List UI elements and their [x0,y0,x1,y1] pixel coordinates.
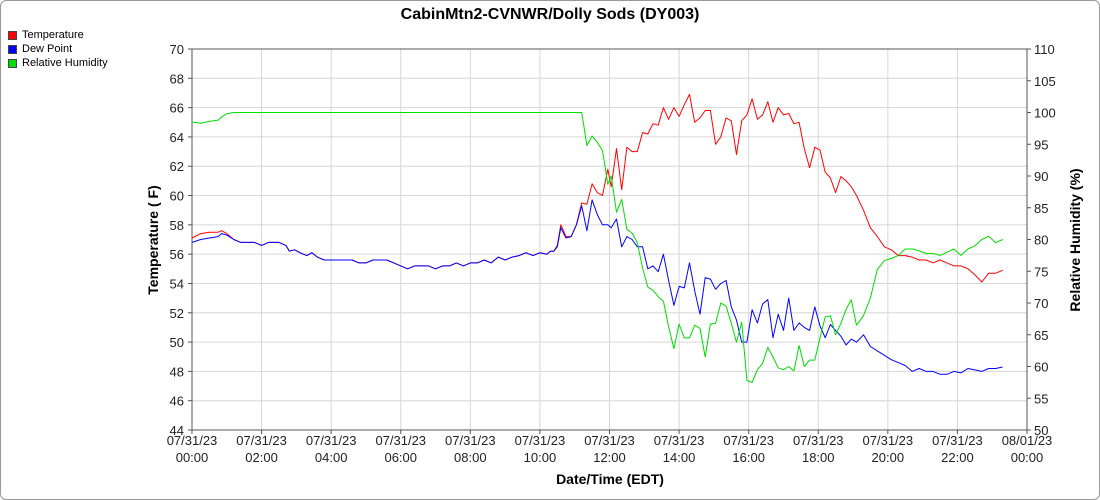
legend-swatch-relative-humidity [8,58,17,68]
right-tick-label: 50 [1034,423,1048,438]
legend-swatch-dew-point [8,44,17,54]
right-axis-label: Relative Humidity (%) [1067,168,1083,311]
left-tick-label: 62 [170,159,184,174]
chart-title: CabinMtn2-CVNWR/Dolly Sods (DY003) [401,6,700,23]
grid [191,48,1028,431]
x-tick-label-time: 16:00 [732,450,765,465]
x-tick-label-date: 07/31/23 [654,433,705,448]
legend: Temperature Dew Point Relative Humidity [8,28,108,70]
x-tick-label-time: 00:00 [1011,450,1044,465]
x-tick-label-time: 06:00 [384,450,417,465]
x-tick-label-time: 18:00 [802,450,835,465]
legend-label-relative-humidity: Relative Humidity [22,57,108,69]
x-tick-label-date: 07/31/23 [445,433,496,448]
left-tick-label: 70 [170,42,184,57]
series-line-relative-humidity [191,112,1003,383]
x-tick-label-time: 20:00 [872,450,905,465]
right-tick-label: 90 [1034,169,1048,184]
x-tick-label-time: 04:00 [315,450,348,465]
right-tick-label: 80 [1034,233,1048,248]
legend-label-temperature: Temperature [22,29,84,41]
left-tick-label: 54 [170,276,184,291]
right-tick-label: 55 [1034,391,1048,406]
series-line-dew-point [191,199,1003,375]
left-tick-label: 46 [170,394,184,409]
x-tick-label-date: 07/31/23 [375,433,426,448]
x-tick-label-date: 07/31/23 [932,433,983,448]
x-tick-label-date: 08/01/23 [1002,433,1053,448]
right-tick-label: 95 [1034,137,1048,152]
left-tick-label: 44 [170,423,184,438]
series-group [191,93,1003,383]
left-axis-label: Temperature ( F) [145,185,161,294]
x-tick-label-date: 07/31/23 [793,433,844,448]
x-tick-label-date: 07/31/23 [723,433,774,448]
right-tick-label: 70 [1034,296,1048,311]
left-tick-label: 68 [170,71,184,86]
left-tick-label: 52 [170,306,184,321]
left-axis-ticks: 44 46 48 50 52 54 56 58 60 62 64 66 68 70 [170,42,192,438]
x-tick-label-date: 07/31/23 [863,433,914,448]
right-axis-ticks: 50 55 60 65 70 75 80 85 90 95 100 105 110 [1027,42,1056,438]
legend-item-dew-point: Dew Point [8,42,108,56]
x-tick-label-time: 00:00 [176,450,209,465]
right-tick-label: 60 [1034,360,1048,375]
x-axis-ticks: 07/31/23 00:00 07/31/23 02:00 07/31/23 04:00 0… [167,430,1053,465]
x-tick-label-time: 12:00 [593,450,626,465]
x-tick-label-time: 10:00 [524,450,557,465]
legend-item-relative-humidity: Relative Humidity [8,56,108,70]
right-tick-label: 110 [1034,42,1055,57]
right-tick-label: 100 [1034,106,1056,121]
x-tick-label-time: 02:00 [245,450,278,465]
left-tick-label: 60 [170,189,184,204]
x-tick-label-date: 07/31/23 [167,433,218,448]
legend-item-temperature: Temperature [8,28,108,42]
left-tick-label: 66 [170,101,184,116]
right-tick-label: 75 [1034,264,1048,279]
x-tick-label-date: 07/31/23 [306,433,357,448]
left-tick-label: 50 [170,335,184,350]
x-tick-label-time: 22:00 [941,450,974,465]
x-axis-label: Date/Time (EDT) [556,471,664,487]
left-tick-label: 58 [170,218,184,233]
x-tick-label-time: 14:00 [663,450,696,465]
right-tick-label: 65 [1034,328,1048,343]
left-tick-label: 48 [170,364,184,379]
left-tick-label: 56 [170,247,184,262]
x-tick-label-date: 07/31/23 [584,433,635,448]
left-tick-label: 64 [170,130,184,145]
right-tick-label: 105 [1034,74,1056,89]
x-tick-label-date: 07/31/23 [515,433,566,448]
x-tick-label-date: 07/31/23 [236,433,287,448]
x-tick-label-time: 08:00 [454,450,487,465]
legend-label-dew-point: Dew Point [22,43,73,55]
right-tick-label: 85 [1034,201,1048,216]
legend-swatch-temperature [8,30,17,40]
